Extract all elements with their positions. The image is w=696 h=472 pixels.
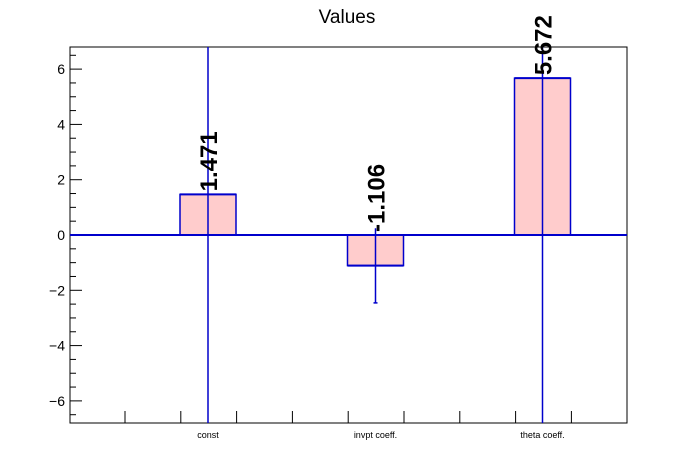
bar-value-label: -1.106 — [364, 164, 391, 232]
category-labels: const invpt coeff. theta coeff. — [197, 430, 564, 440]
x-axis — [124, 411, 572, 423]
y-tick-label: 2 — [57, 172, 65, 188]
y-tick-label: 4 — [57, 116, 65, 132]
bar-value-labels: 1.471 -1.106 5.672 — [196, 15, 558, 232]
x-category-label: theta coeff. — [520, 430, 564, 440]
chart-title: Values — [319, 7, 376, 28]
x-category-label: const — [197, 430, 219, 440]
y-tick-label: 0 — [57, 227, 65, 243]
y-tick-label: −4 — [49, 338, 65, 354]
y-tick-label: −6 — [49, 393, 65, 409]
y-axis: −6 −4 −2 0 2 4 6 — [49, 54, 82, 416]
y-tick-label: −2 — [49, 282, 65, 298]
bar-value-label: 5.672 — [531, 15, 558, 75]
y-tick-label: 6 — [57, 61, 65, 77]
x-category-label: invpt coeff. — [354, 430, 397, 440]
bar-value-label: 1.471 — [196, 131, 223, 191]
